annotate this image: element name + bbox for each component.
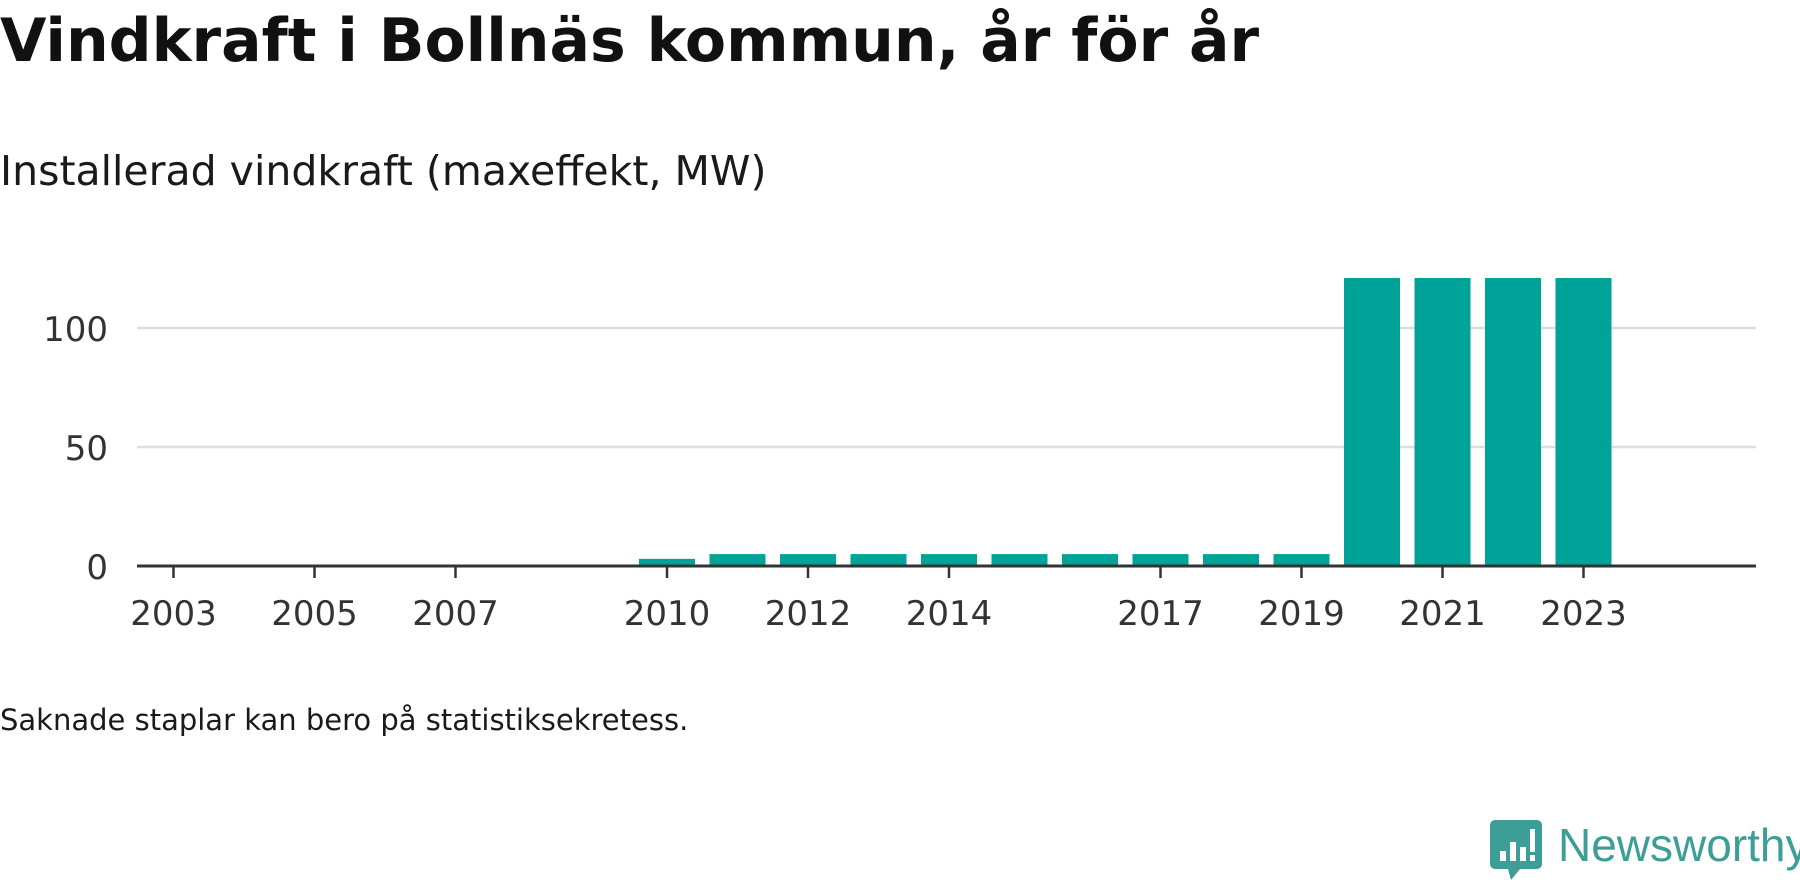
x-tick-label: 2019 [1258,594,1345,634]
x-tick-label: 2007 [412,594,499,634]
y-tick-label: 50 [65,429,108,469]
bar-2013[interactable] [850,554,907,566]
footnote: Saknade staplar kan bero på statistiksek… [0,703,689,737]
chart-subtitle: Installerad vindkraft (maxeffekt, MW) [0,147,767,195]
logo-bar-3 [1520,847,1526,861]
bar-2012[interactable] [780,554,836,566]
bar-2023[interactable] [1555,278,1612,566]
bar-2018[interactable] [1203,554,1259,566]
bar-2021[interactable] [1414,278,1471,566]
x-tick-label: 2017 [1117,594,1204,634]
axes [137,564,1756,578]
bar-2017[interactable] [1132,554,1189,566]
bar-2022[interactable] [1485,278,1541,566]
newsworthy-logo-icon [1490,820,1542,880]
bars [639,278,1612,566]
logo-bar-2 [1510,842,1516,861]
x-tick-label: 2014 [906,594,993,634]
bar-2020[interactable] [1344,278,1400,566]
bar-2010[interactable] [639,558,695,566]
y-tick-label: 100 [43,310,108,350]
bar-2019[interactable] [1273,554,1330,566]
logo-bar-4 [1530,829,1535,852]
x-tick-label: 2023 [1540,594,1627,634]
logo-bar-1 [1500,851,1506,861]
x-tick-label: 2010 [624,594,711,634]
page-title: Vindkraft i Bollnäs kommun, år för år [0,6,1260,76]
newsworthy-logo-text: Newsworthy [1558,819,1800,871]
bar-2011[interactable] [709,554,766,566]
tick-labels: 0 50 100 2003 2005 2007 2010 2012 2014 2017 2019 20… [43,310,1627,634]
bar-2016[interactable] [1062,554,1118,566]
x-tick-label: 2012 [765,594,852,634]
bar-2014[interactable] [921,554,977,566]
x-tick-label: 2003 [130,594,217,634]
x-tick-label: 2021 [1399,594,1486,634]
x-tick-label: 2005 [271,594,358,634]
logo-dot [1530,855,1535,861]
bar-2015[interactable] [991,554,1048,566]
y-tick-label: 0 [86,548,108,588]
